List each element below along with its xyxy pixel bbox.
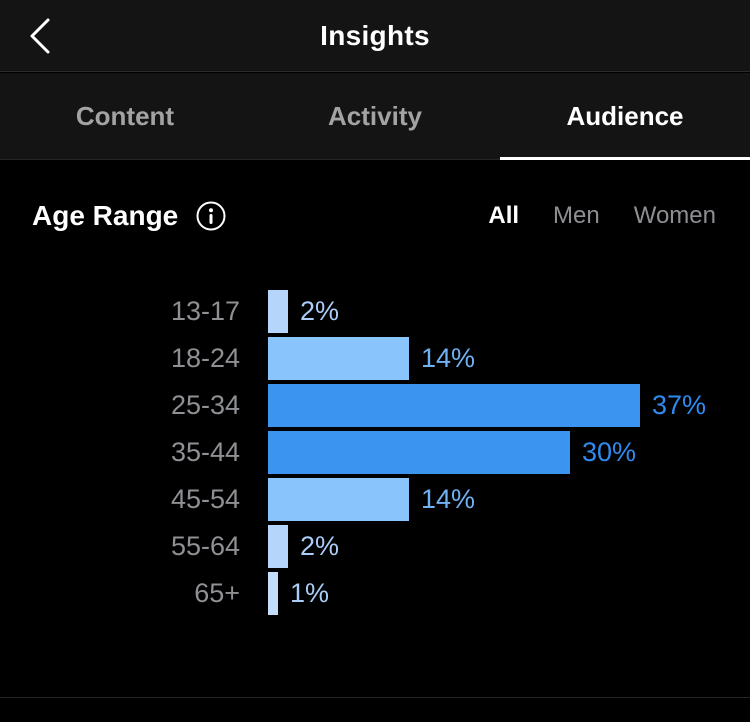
bar-category-label: 18-24 [170,343,240,373]
chart-row: 35-44 30% [0,431,750,474]
bottom-divider [0,697,750,698]
filter-all[interactable]: All [488,202,520,229]
filter-men[interactable]: Men [553,202,600,229]
tab-bar: Content Activity Audience [0,73,750,160]
gender-filter-group: All Men Women [488,202,716,230]
bar-category-label: 35-44 [170,437,240,467]
filter-women[interactable]: Women [633,202,716,229]
chevron-left-icon [27,16,53,56]
header: Insights [0,0,750,72]
tab-label: Activity [328,100,422,131]
bar-value-label: 1% [290,578,330,608]
bar [268,572,278,615]
tab-label: Audience [566,100,684,131]
bar-category-label: 25-34 [170,390,240,420]
info-button[interactable] [194,199,228,233]
bar [268,337,409,380]
bar-value-label: 14% [421,484,476,514]
tab-audience[interactable]: Audience [500,73,750,160]
page-title: Insights [320,19,430,51]
bar-area: 2% [268,525,339,568]
bar-category-label: 13-17 [170,296,240,326]
chart-row: 18-24 14% [0,337,750,380]
bar [268,525,288,568]
chart-row: 13-17 2% [0,290,750,333]
bar-area: 37% [268,384,706,427]
bar [268,384,640,427]
bar-area: 30% [268,431,636,474]
bar-category-label: 55-64 [170,531,240,561]
age-range-chart: 13-17 2% 18-24 14% 25-34 37% 35-44 30% 4… [0,290,750,615]
info-circle-icon [195,200,227,232]
bar-value-label: 2% [300,531,340,561]
tab-label: Content [75,100,175,131]
bar-value-label: 30% [582,437,637,467]
bar [268,431,570,474]
section-title-wrap: Age Range [32,199,228,233]
section-title: Age Range [32,200,179,231]
chart-row: 65+ 1% [0,572,750,615]
bar-area: 14% [268,337,475,380]
bar-category-label: 65+ [194,578,240,608]
bar [268,478,409,521]
tab-activity[interactable]: Activity [250,73,500,159]
bar-value-label: 2% [300,296,340,326]
back-button[interactable] [20,13,60,59]
bar-area: 1% [268,572,329,615]
chart-row: 45-54 14% [0,478,750,521]
chart-row: 55-64 2% [0,525,750,568]
bar-value-label: 37% [652,390,707,420]
bar-value-label: 14% [421,343,476,373]
bar [268,290,288,333]
tab-content[interactable]: Content [0,73,250,159]
audience-panel: Age Range All Men Women 13-17 2% [0,161,750,722]
bar-category-label: 45-54 [170,484,240,514]
bar-area: 2% [268,290,339,333]
chart-row: 25-34 37% [0,384,750,427]
section-header-row: Age Range All Men Women [32,194,716,238]
bar-area: 14% [268,478,475,521]
